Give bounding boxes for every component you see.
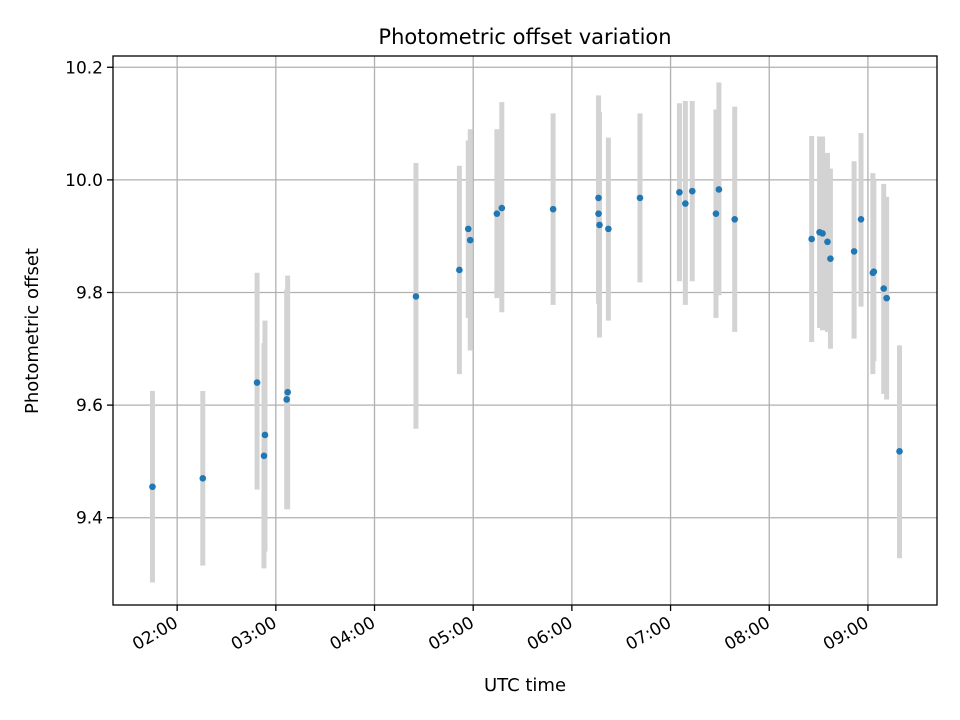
x-tick-label: 07:00: [623, 613, 675, 655]
data-point: [596, 221, 603, 229]
data-point: [284, 388, 291, 396]
errorbar-layer: [149, 82, 903, 583]
chart-title: Photometric offset variation: [378, 25, 671, 49]
data-point: [715, 186, 723, 193]
data-point: [682, 200, 689, 207]
data-point: [199, 475, 207, 482]
data-point: [498, 204, 506, 212]
data-point: [896, 447, 903, 455]
y-tick-label: 9.4: [76, 509, 103, 529]
data-point: [283, 396, 290, 403]
data-point: [880, 285, 888, 292]
y-tick-label: 9.6: [76, 396, 103, 416]
y-tick-label: 10.2: [65, 58, 103, 78]
x-tick-label: 05:00: [425, 613, 477, 655]
x-tick-label: 03:00: [228, 613, 280, 655]
data-point: [676, 188, 683, 196]
x-tick-label: 02:00: [129, 613, 181, 655]
data-point: [456, 266, 463, 274]
data-point: [808, 235, 815, 243]
grid-layer: [113, 56, 937, 605]
x-tick-label: 04:00: [327, 613, 379, 655]
data-point: [605, 225, 612, 233]
point-layer: [149, 186, 903, 491]
data-point: [464, 225, 472, 233]
plot-frame: [112, 55, 938, 606]
y-tick-label: 10.0: [65, 171, 103, 191]
x-tick-label: 08:00: [721, 613, 773, 655]
data-point: [731, 215, 739, 223]
y-axis-label: Photometric offset: [22, 248, 43, 414]
data-point: [827, 255, 834, 263]
y-tick-label: 9.8: [76, 283, 103, 303]
data-point: [870, 268, 878, 275]
data-point: [260, 452, 268, 460]
data-point: [850, 248, 858, 255]
data-point: [493, 210, 501, 217]
data-point: [261, 431, 269, 439]
x-axis-label: UTC time: [484, 675, 566, 696]
data-point: [819, 230, 826, 237]
data-point: [883, 294, 890, 302]
data-point: [712, 210, 720, 217]
data-point: [857, 215, 865, 223]
data-point: [253, 379, 261, 386]
data-point: [595, 194, 602, 202]
data-point: [824, 238, 831, 246]
x-tick-label: 06:00: [524, 613, 576, 655]
x-tick-label: 09:00: [820, 613, 872, 655]
x-tick-layer: 02:00 03:00 04:00 05:00 06:00 07:00 08:00 09:00: [129, 605, 872, 655]
data-point: [595, 210, 602, 217]
data-point: [636, 194, 644, 202]
data-point: [466, 236, 474, 244]
data-point: [549, 205, 557, 213]
data-point: [688, 187, 696, 195]
data-point: [412, 293, 420, 300]
y-tick-layer: 9.4 9.6 9.8 10.0 10.2: [65, 58, 113, 529]
data-point: [149, 483, 156, 491]
